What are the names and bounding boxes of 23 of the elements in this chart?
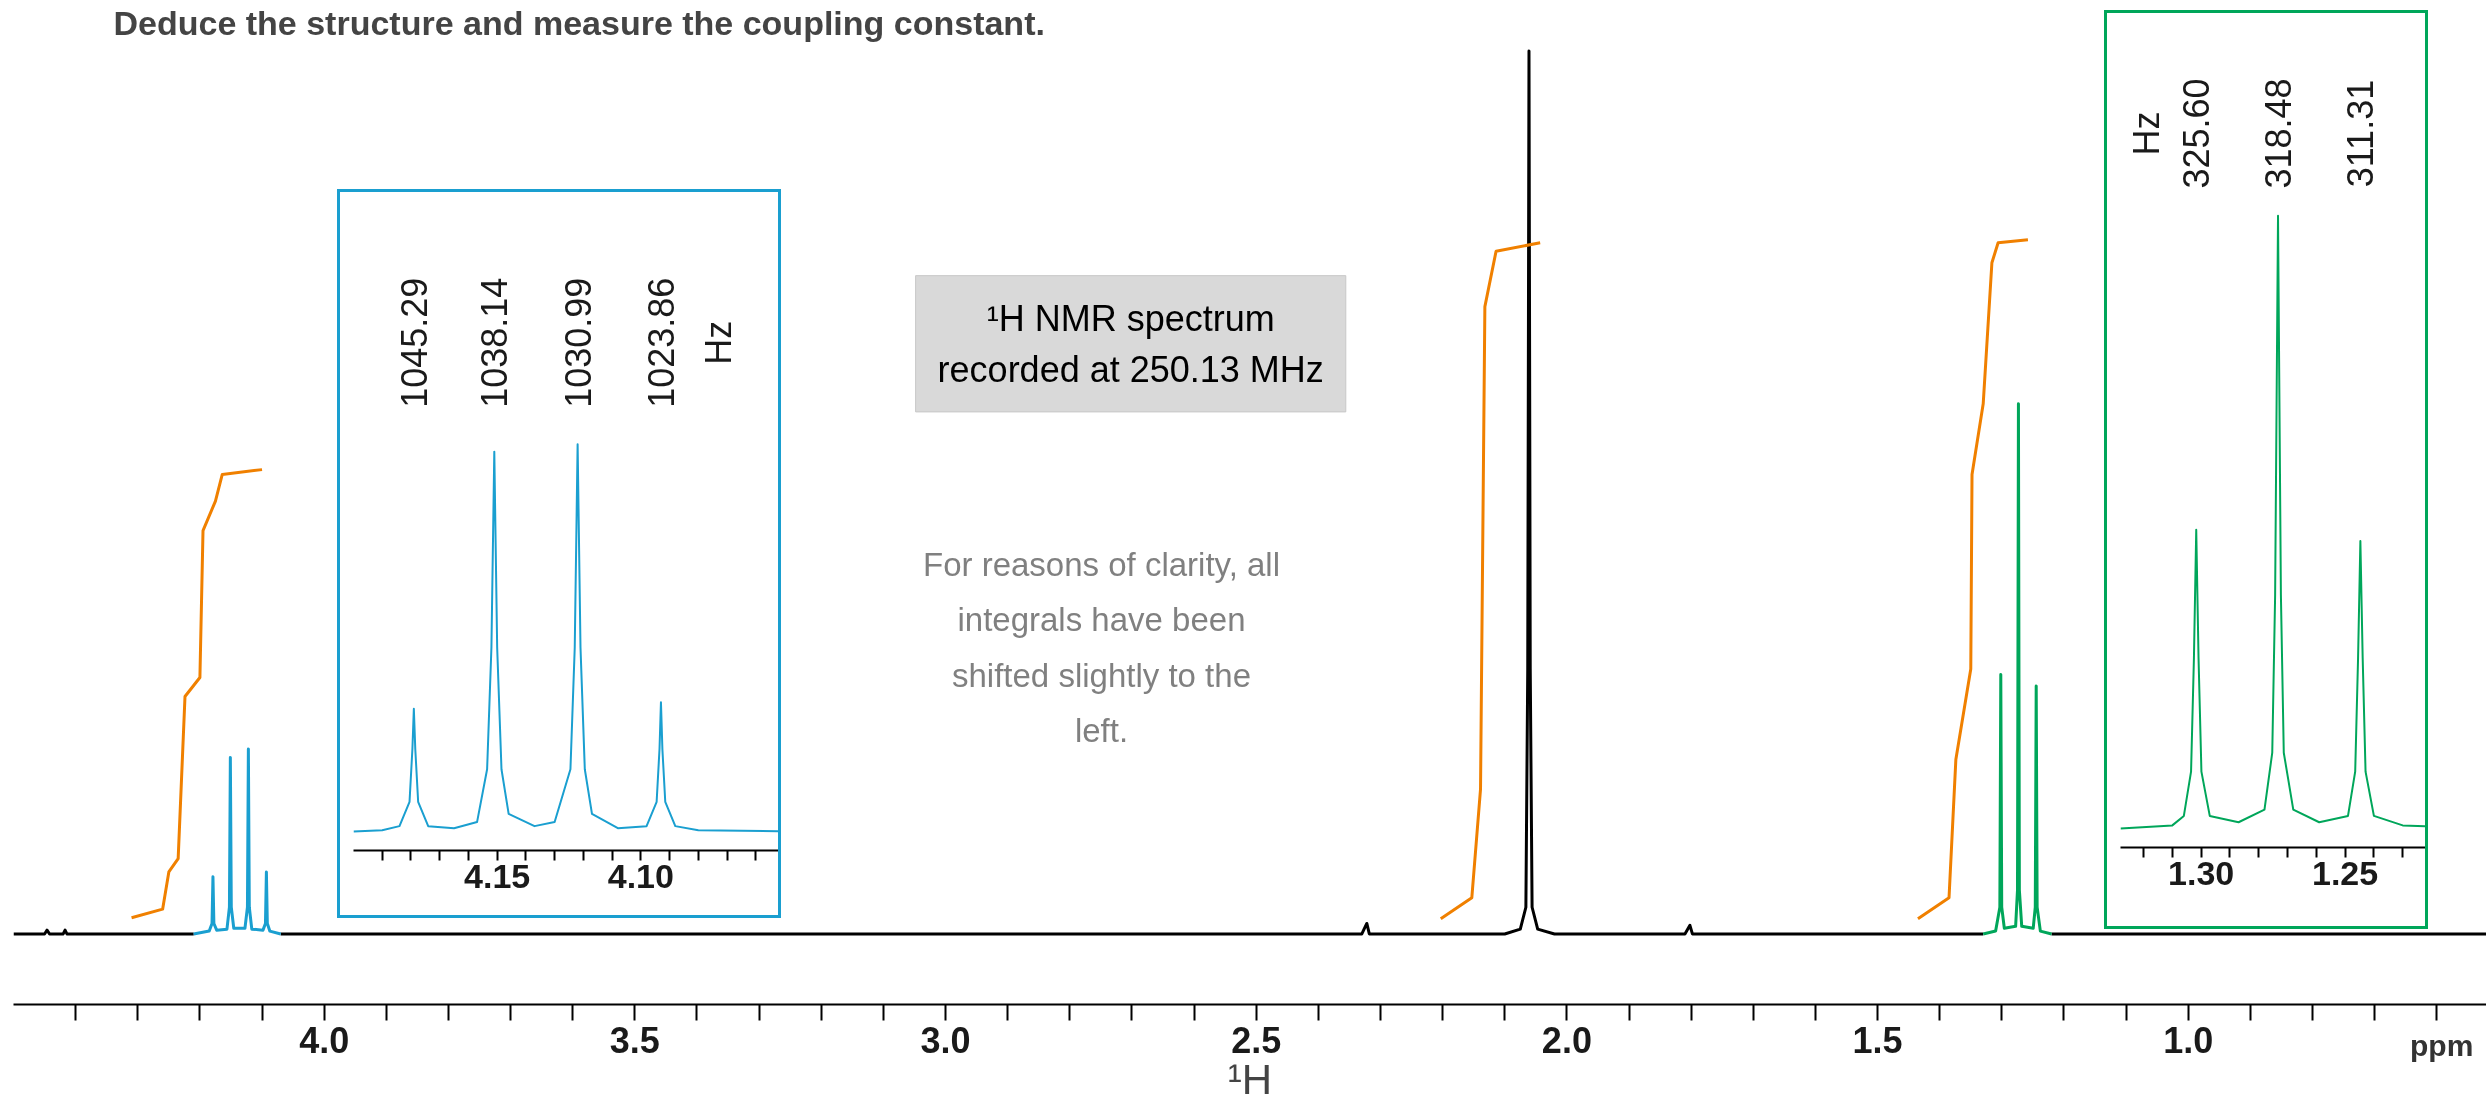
- annotation: 1038.14: [474, 277, 516, 408]
- x-tick-label: 4.0: [299, 1019, 350, 1061]
- text: ppm: [2410, 1028, 2474, 1064]
- chart-title: Deduce the structure and measure the coupling constant.: [113, 3, 1045, 42]
- annotation: 1045.29: [393, 277, 435, 408]
- x-tick-label: 1.5: [1852, 1019, 1903, 1061]
- x-tick-label: 2.0: [1541, 1019, 1592, 1061]
- annotation: 318.48: [2258, 78, 2300, 189]
- annotation: 1030.99: [557, 277, 599, 408]
- x-tick-label: 4.10: [607, 856, 674, 895]
- annotation: ¹H NMR spectrum recorded at 250.13 MHz: [937, 297, 1324, 390]
- annotation: 1023.86: [640, 277, 682, 408]
- x-tick-label: 3.5: [609, 1019, 660, 1061]
- annotation: 325.60: [2176, 78, 2218, 189]
- x-tick-label: 1.25: [2312, 853, 2379, 892]
- x-tick-label: 1.0: [2163, 1019, 2214, 1061]
- annotation: 311.31: [2340, 79, 2382, 188]
- x-tick-label: 3.0: [920, 1019, 971, 1061]
- annotation: Hz: [2125, 111, 2167, 156]
- x-tick-label: 4.15: [464, 856, 531, 895]
- annotation: For reasons of clarity, all integrals have been shifted slightly to the left.: [922, 545, 1281, 750]
- x-tick-label: 1.30: [2168, 853, 2235, 892]
- annotation: Hz: [697, 320, 739, 365]
